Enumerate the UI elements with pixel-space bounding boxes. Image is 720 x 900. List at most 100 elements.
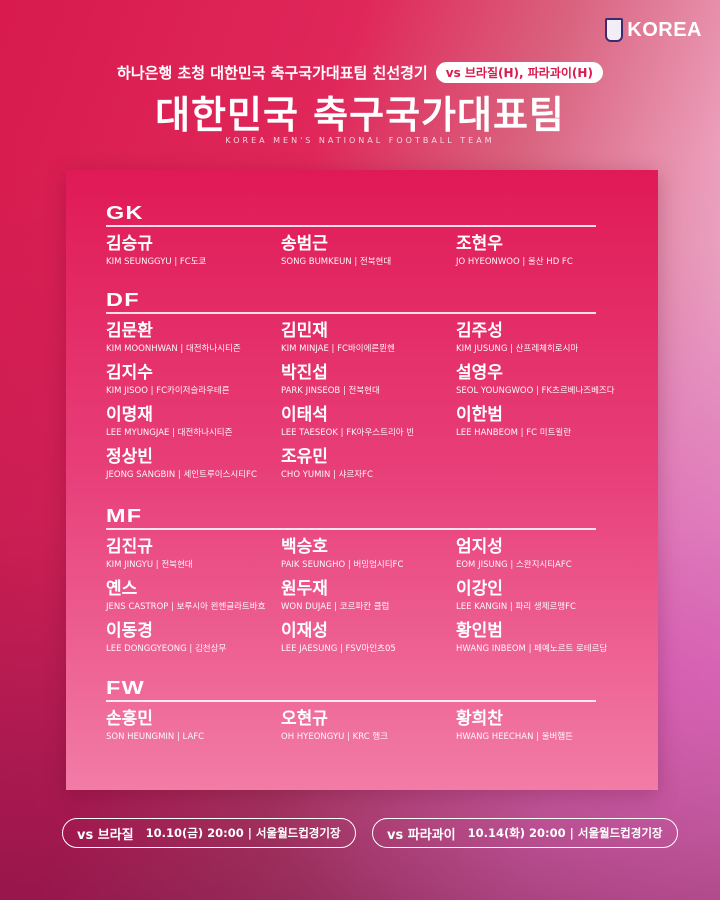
- player-item: 엄지성 EOM JISUNG | 스완지시티AFC: [456, 536, 631, 572]
- player-item: 김주성 KIM JUSUNG | 산프레체히로시마: [456, 320, 631, 356]
- match-detail: 10.10(금) 20:00 | 서울월드컵경기장: [145, 826, 341, 840]
- player-name: 오현규: [281, 709, 328, 729]
- player-info: SEOL YOUNGWOO | FK츠르베나즈베즈다: [456, 386, 615, 396]
- player-item: 옌스 JENS CASTROP | 보루시아 묀헨글라트바흐: [106, 578, 281, 614]
- match-opponent: vs 브라질: [77, 827, 134, 843]
- player-item: 오현규 OH HYEONGYU | KRC 헹크: [281, 708, 456, 744]
- player-name: 이동경: [106, 621, 153, 641]
- player-item: 이동경 LEE DONGGYEONG | 김천상무: [106, 620, 281, 656]
- squad-card: GK 김승규 KIM SEUNGGYU | FC도쿄 송범근 SONG BUMKEUN …: [66, 170, 658, 790]
- player-item: 조현우 JO HYEONWOO | 울산 HD FC: [456, 233, 631, 269]
- player-name: 이명재: [106, 405, 153, 425]
- player-info: KIM JINGYU | 전북현대: [106, 560, 193, 570]
- player-info: CHO YUMIN | 샤르자FC: [281, 470, 373, 480]
- player-item: 원두재 WON DUJAE | 코르파칸 클럽: [281, 578, 456, 614]
- player-name: 김진규: [106, 537, 153, 557]
- player-info: PARK JINSEOB | 전북현대: [281, 386, 380, 396]
- section-label: MF: [106, 506, 143, 526]
- player-name: 박진섭: [281, 363, 328, 383]
- subtitle-text: 하나은행 초청 대한민국 축구국가대표팀 친선경기: [117, 64, 428, 82]
- player-name: 이한범: [456, 405, 503, 425]
- player-name: 김문환: [106, 321, 153, 341]
- match-paraguay: vs 파라과이 10.14(화) 20:00 | 서울월드컵경기장: [372, 818, 678, 848]
- match-brazil: vs 브라질 10.10(금) 20:00 | 서울월드컵경기장: [62, 818, 356, 848]
- player-info: KIM MINJAE | FC바이에른뮌헨: [281, 344, 395, 354]
- player-info: KIM JISOO | FC카이저슬라우테른: [106, 386, 230, 396]
- player-info: JO HYEONWOO | 울산 HD FC: [456, 257, 573, 267]
- player-item: 황희찬 HWANG HEECHAN | 울버햄튼: [456, 708, 631, 744]
- divider: [106, 312, 596, 314]
- page-title-english: KOREA MEN'S NATIONAL FOOTBALL TEAM: [225, 136, 495, 145]
- player-item: 이한범 LEE HANBEOM | FC 미트윌란: [456, 404, 631, 440]
- tiger-emblem-icon: [605, 18, 624, 42]
- player-item: 이명재 LEE MYUNGJAE | 대전하나시티즌: [106, 404, 281, 440]
- player-info: LEE MYUNGJAE | 대전하나시티즌: [106, 428, 233, 438]
- player-info: LEE JAESUNG | FSV마인츠05: [281, 644, 396, 654]
- player-name: 설영우: [456, 363, 503, 383]
- player-name: 조유민: [281, 447, 328, 467]
- player-item: 정상빈 JEONG SANGBIN | 세인트루이스시티FC: [106, 446, 281, 482]
- player-name: 원두재: [281, 579, 328, 599]
- player-name: 정상빈: [106, 447, 153, 467]
- player-info: JEONG SANGBIN | 세인트루이스시티FC: [106, 470, 257, 480]
- player-info: SONG BUMKEUN | 전북현대: [281, 257, 392, 267]
- player-info: EOM JISUNG | 스완지시티AFC: [456, 560, 572, 570]
- player-info: PAIK SEUNGHO | 버밍엄시티FC: [281, 560, 404, 570]
- player-name: 황인범: [456, 621, 503, 641]
- player-item: 백승호 PAIK SEUNGHO | 버밍엄시티FC: [281, 536, 456, 572]
- section-gk: GK 김승규 KIM SEUNGGYU | FC도쿄 송범근 SONG BUMKEUN …: [106, 203, 596, 269]
- player-item: 박진섭 PARK JINSEOB | 전북현대: [281, 362, 456, 398]
- player-name: 이강인: [456, 579, 503, 599]
- player-name: 김민재: [281, 321, 328, 341]
- player-item: 황인범 HWANG INBEOM | 페예노르트 로테르담: [456, 620, 631, 656]
- match-opponent: vs 파라과이: [387, 827, 456, 843]
- player-item: 김문환 KIM MOONHWAN | 대전하나시티즌: [106, 320, 281, 356]
- player-item: 설영우 SEOL YOUNGWOO | FK츠르베나즈베즈다: [456, 362, 631, 398]
- brand-text: KOREA: [627, 18, 702, 41]
- section-label: GK: [106, 203, 144, 223]
- player-item: 송범근 SONG BUMKEUN | 전북현대: [281, 233, 456, 269]
- player-item: 김지수 KIM JISOO | FC카이저슬라우테른: [106, 362, 281, 398]
- opponents-pill: vs 브라질(H), 파라과이(H): [435, 62, 603, 83]
- player-item: 김진규 KIM JINGYU | 전북현대: [106, 536, 281, 572]
- player-name: 김주성: [456, 321, 503, 341]
- player-name: 김승규: [106, 234, 153, 254]
- player-name: 이태석: [281, 405, 328, 425]
- player-grid: 김승규 KIM SEUNGGYU | FC도쿄 송범근 SONG BUMKEUN | …: [106, 233, 596, 269]
- match-detail: 10.14(화) 20:00 | 서울월드컵경기장: [467, 826, 663, 840]
- player-name: 이재성: [281, 621, 328, 641]
- player-info: LEE TAESEOK | FK아우스트리아 빈: [281, 428, 415, 438]
- section-label: FW: [106, 678, 145, 698]
- player-grid: 손흥민 SON HEUNGMIN | LAFC 오현규 OH HYEONGYU | K…: [106, 708, 596, 744]
- player-name: 송범근: [281, 234, 328, 254]
- player-name: 옌스: [106, 579, 138, 599]
- section-df: DF 김문환 KIM MOONHWAN | 대전하나시티즌 김민재 KIM MINJAE…: [106, 290, 615, 482]
- player-item: 이강인 LEE KANGIN | 파리 생제르맹FC: [456, 578, 631, 614]
- event-subtitle: 하나은행 초청 대한민국 축구국가대표팀 친선경기 vs 브라질(H), 파라과…: [0, 62, 720, 83]
- player-info: OH HYEONGYU | KRC 헹크: [281, 732, 388, 742]
- player-grid: 김진규 KIM JINGYU | 전북현대 백승호 PAIK SEUNGHO | 버밍…: [106, 536, 607, 656]
- section-mf: MF 김진규 KIM JINGYU | 전북현대 백승호 PAIK SEUNGHO | …: [106, 506, 607, 656]
- page-title: 대한민국 축구국가대표팀: [155, 93, 565, 137]
- player-item: 김승규 KIM SEUNGGYU | FC도쿄: [106, 233, 281, 269]
- player-item: 이재성 LEE JAESUNG | FSV마인츠05: [281, 620, 456, 656]
- player-info: WON DUJAE | 코르파칸 클럽: [281, 602, 390, 612]
- player-info: SON HEUNGMIN | LAFC: [106, 732, 205, 742]
- player-info: KIM JUSUNG | 산프레체히로시마: [456, 344, 579, 354]
- player-info: HWANG HEECHAN | 울버햄튼: [456, 732, 573, 742]
- divider: [106, 225, 596, 227]
- player-name: 김지수: [106, 363, 153, 383]
- player-item: 손흥민 SON HEUNGMIN | LAFC: [106, 708, 281, 744]
- player-info: LEE KANGIN | 파리 생제르맹FC: [456, 602, 576, 612]
- player-info: KIM SEUNGGYU | FC도쿄: [106, 257, 207, 267]
- section-fw: FW 손흥민 SON HEUNGMIN | LAFC 오현규 OH HYEONGYU |…: [106, 678, 596, 744]
- kfa-logo: KOREA: [605, 18, 702, 42]
- player-item: 이태석 LEE TAESEOK | FK아우스트리아 빈: [281, 404, 456, 440]
- section-label: DF: [106, 290, 140, 310]
- player-info: KIM MOONHWAN | 대전하나시티즌: [106, 344, 241, 354]
- divider: [106, 700, 596, 702]
- player-name: 손흥민: [106, 709, 153, 729]
- player-item: 조유민 CHO YUMIN | 샤르자FC: [281, 446, 456, 482]
- player-name: 조현우: [456, 234, 503, 254]
- player-info: LEE DONGGYEONG | 김천상무: [106, 644, 227, 654]
